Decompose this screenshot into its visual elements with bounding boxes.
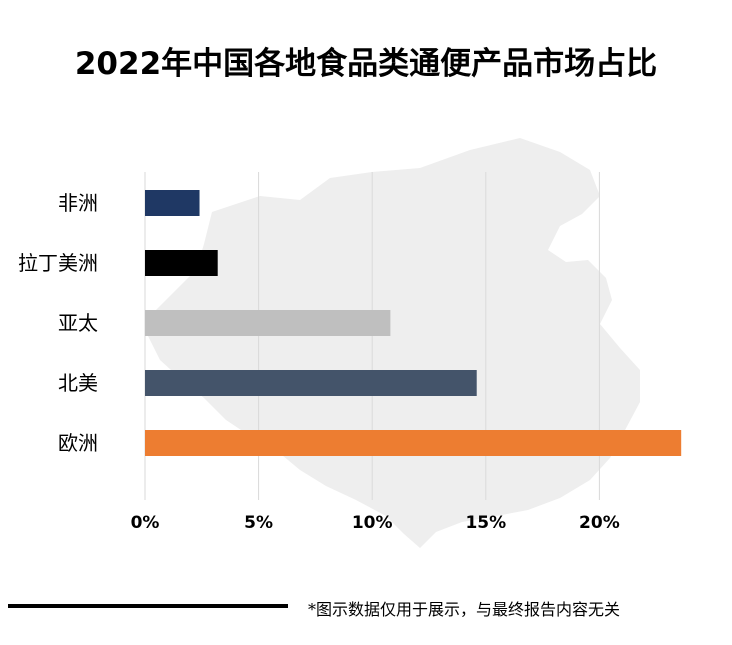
bar: [145, 190, 200, 216]
x-tick-label: 5%: [244, 513, 273, 533]
x-tick-label: 20%: [579, 513, 620, 533]
bar: [145, 310, 391, 336]
bar: [145, 250, 218, 276]
x-tick-label: 15%: [465, 513, 506, 533]
category-label: 北美: [58, 371, 98, 395]
category-label: 拉丁美洲: [18, 251, 98, 275]
footnote: *图示数据仅用于展示，与最终报告内容无关: [308, 600, 621, 619]
bar: [145, 430, 682, 456]
bar: [145, 370, 477, 396]
x-tick-label: 10%: [352, 513, 393, 533]
x-tick-label: 0%: [131, 513, 160, 533]
chart-title: 2022年中国各地食品类通便产品市场占比: [74, 46, 658, 82]
footer-rule: [8, 604, 288, 608]
china-map-watermark: [148, 138, 640, 548]
category-label: 非洲: [58, 191, 98, 215]
category-label: 欧洲: [58, 431, 98, 455]
category-label: 亚太: [58, 311, 98, 335]
bars: [145, 190, 682, 456]
x-tick-labels: 0% 5% 10% 15% 20%: [131, 513, 620, 533]
